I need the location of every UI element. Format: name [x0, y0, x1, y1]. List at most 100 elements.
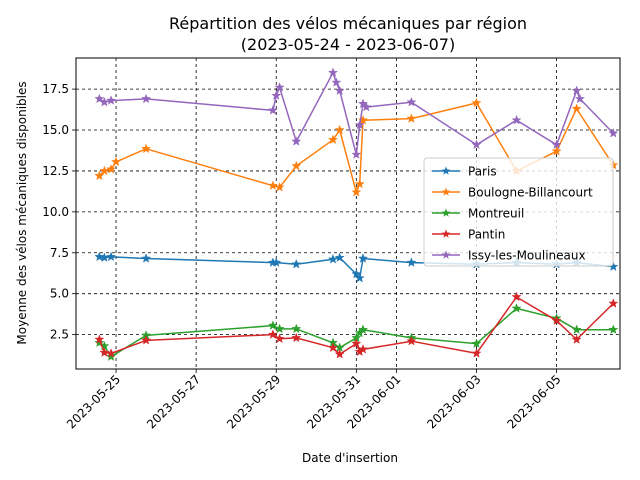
data-point	[571, 334, 582, 344]
data-point	[471, 139, 482, 150]
data-point	[267, 105, 278, 115]
data-point	[105, 95, 117, 105]
data-point	[141, 143, 152, 154]
data-point	[571, 324, 582, 335]
data-point	[334, 124, 345, 135]
legend-label: Issy-les-Moulineaux	[468, 249, 586, 263]
data-point	[327, 67, 339, 78]
chart-subtitle: (2023-05-24 - 2023-06-07)	[241, 35, 455, 54]
legend-marker	[441, 208, 451, 217]
data-point	[291, 258, 302, 269]
data-point	[94, 337, 105, 348]
legend-label: Montreuil	[468, 207, 524, 221]
data-point	[354, 119, 365, 130]
data-point	[105, 163, 117, 174]
data-point	[574, 93, 586, 104]
data-point	[331, 77, 342, 87]
y-axis-label: Moyenne des vélos mécaniques disponibles	[15, 81, 29, 344]
legend-marker	[441, 166, 451, 175]
data-point	[357, 114, 369, 125]
data-point	[608, 324, 619, 335]
data-point	[291, 323, 302, 334]
data-point	[334, 85, 345, 96]
data-point	[271, 90, 282, 100]
y-tick-label: 10.0	[42, 205, 69, 219]
data-point	[511, 303, 522, 313]
data-point	[334, 348, 345, 359]
plot-frame	[75, 57, 621, 370]
data-point	[110, 156, 122, 167]
data-point	[271, 257, 282, 267]
data-point	[141, 253, 152, 263]
data-point	[471, 348, 482, 358]
data-point	[351, 149, 362, 159]
data-point	[406, 113, 417, 123]
data-point	[511, 291, 522, 302]
data-point	[327, 254, 339, 264]
data-point	[274, 333, 285, 344]
data-point	[141, 93, 152, 104]
data-point	[608, 298, 619, 308]
data-point	[471, 97, 482, 108]
data-point	[267, 180, 278, 190]
data-point	[291, 136, 302, 146]
data-point	[511, 114, 522, 125]
data-point	[608, 127, 619, 138]
series-layer	[94, 67, 619, 362]
data-point	[351, 268, 362, 279]
legend-marker	[441, 229, 451, 238]
data-point	[551, 315, 562, 326]
data-point	[99, 347, 110, 357]
data-point	[327, 342, 339, 353]
y-tick-label: 2.5	[50, 328, 69, 342]
data-point	[141, 335, 152, 345]
data-point	[274, 82, 285, 92]
legend-marker	[441, 187, 451, 196]
series-pantin	[94, 291, 619, 359]
series-line	[98, 296, 614, 356]
legend-label: Boulogne-Billancourt	[468, 186, 593, 200]
data-point	[105, 351, 117, 362]
data-point	[327, 134, 339, 145]
legend-item: Issy-les-Moulineaux	[432, 249, 586, 263]
series-issy-les-moulineaux	[94, 67, 619, 159]
y-tick-label: 7.5	[50, 246, 69, 260]
y-tick-label: 5.0	[50, 287, 69, 301]
y-tick-label: 12.5	[42, 164, 69, 178]
data-point	[291, 332, 302, 343]
data-point	[94, 251, 105, 262]
data-point	[406, 335, 417, 346]
y-tick-label: 15.0	[42, 123, 69, 137]
y-axis-ticks: 2.5 5.0 7.5 10.0 12.5 15.0 17.5	[42, 82, 76, 342]
legend-label: Pantin	[468, 228, 505, 242]
data-point	[354, 178, 365, 189]
legend-item: Montreuil	[432, 207, 524, 221]
chart-title: Répartition des vélos mécaniques par rég…	[169, 14, 527, 33]
series-line	[98, 307, 614, 358]
legend-item: Boulogne-Billancourt	[432, 186, 593, 200]
x-tick-label: 2023-05-29	[224, 372, 283, 431]
data-point	[99, 165, 110, 176]
data-point	[291, 160, 302, 171]
data-point	[571, 103, 582, 114]
legend-item: Pantin	[432, 228, 505, 242]
data-point	[351, 186, 362, 197]
data-point	[406, 96, 417, 107]
legend-marker	[441, 250, 451, 259]
x-axis-ticks: 2023-05-25 2023-05-27 2023-05-29 2023-05-31…	[64, 369, 564, 431]
legend: Paris Boulogne-Billancourt Montreuil Pantin…	[423, 157, 614, 267]
data-point	[357, 344, 369, 354]
data-point	[406, 257, 417, 267]
data-point	[274, 181, 285, 192]
legend-label: Paris	[468, 165, 497, 179]
x-tick-label: 2023-05-27	[144, 372, 203, 431]
series-montreuil	[94, 303, 619, 362]
data-point	[551, 145, 562, 156]
data-point	[471, 338, 482, 348]
data-point	[357, 253, 369, 263]
data-point	[99, 96, 110, 107]
x-axis-label: Date d'insertion	[302, 451, 398, 465]
x-tick-label: 2023-05-25	[64, 372, 123, 431]
data-point	[571, 85, 582, 96]
